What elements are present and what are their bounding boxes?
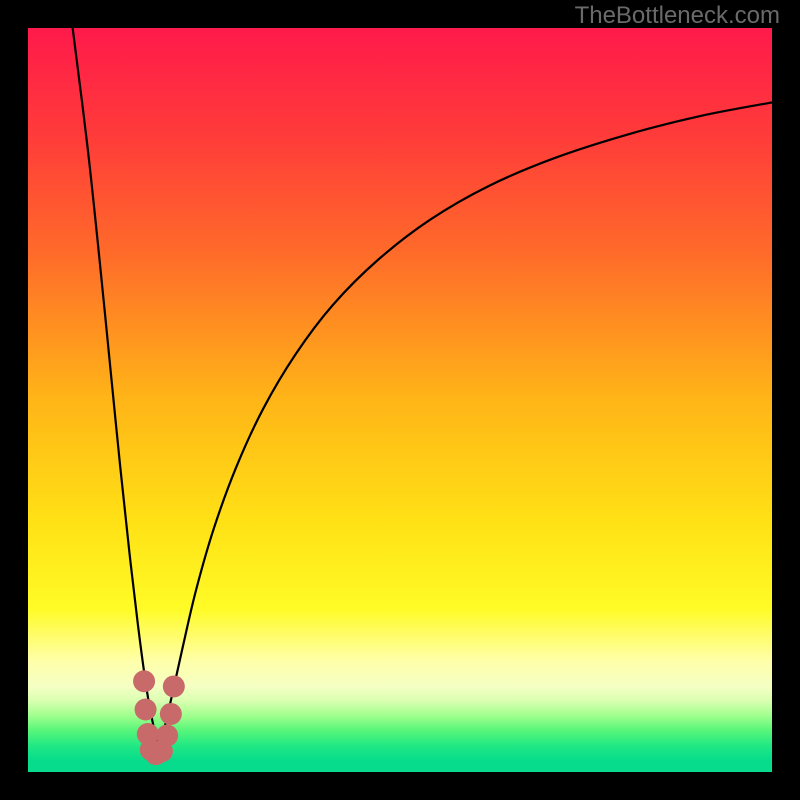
gradient-background xyxy=(28,28,772,772)
marker-dot xyxy=(160,703,182,725)
watermark-text: TheBottleneck.com xyxy=(575,2,780,30)
marker-dot xyxy=(163,675,185,697)
marker-dot xyxy=(156,725,178,747)
plot-svg xyxy=(28,28,772,772)
plot-area xyxy=(28,28,772,772)
marker-dot xyxy=(133,670,155,692)
chart-container: TheBottleneck.com xyxy=(0,0,800,800)
marker-dot xyxy=(135,699,157,721)
